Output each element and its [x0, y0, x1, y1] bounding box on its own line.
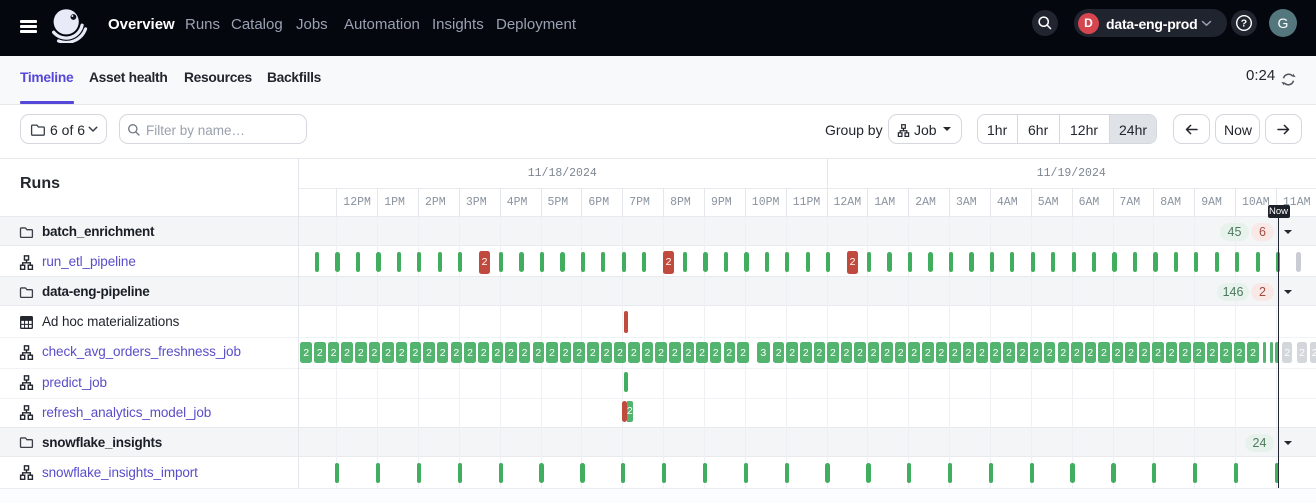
svg-text:?: ?: [1241, 18, 1247, 30]
